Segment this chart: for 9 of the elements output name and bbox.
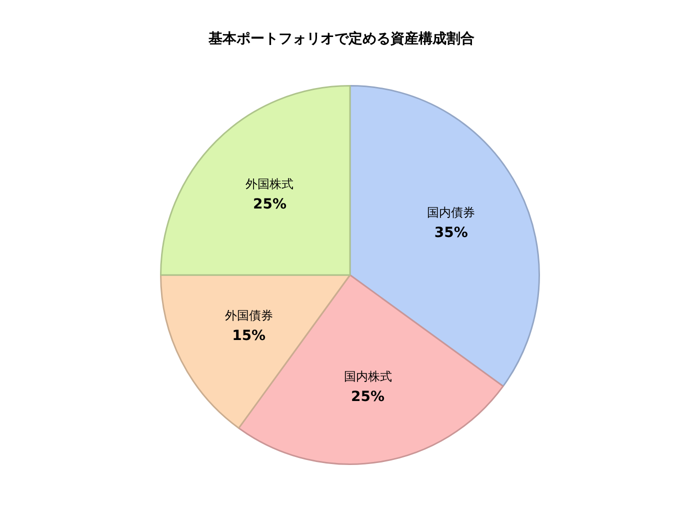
slice-label: 国内株式: [344, 369, 392, 384]
data-label: 25%: [252, 196, 286, 212]
slice-label: 国内債券: [427, 206, 476, 220]
data-label: 25%: [351, 388, 385, 405]
slice-label: 外国株式: [246, 176, 294, 191]
data-label: 15%: [232, 328, 266, 344]
slice-label: 外国債券: [224, 308, 273, 323]
chart-title: 基本ポートフォリオで定める資産構成割合: [208, 30, 476, 48]
data-label: 35%: [434, 225, 468, 242]
